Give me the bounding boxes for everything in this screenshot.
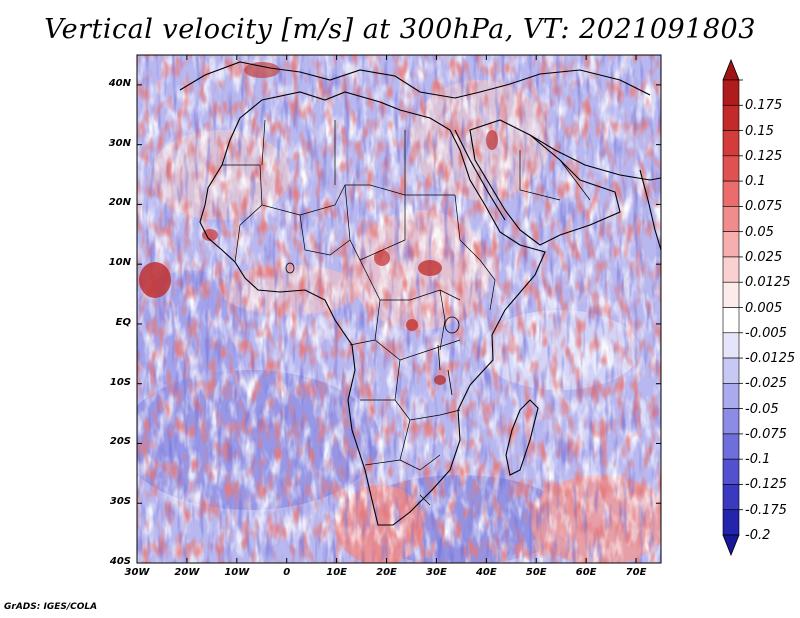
colorbar-swatch [722, 383, 740, 409]
colorbar-tick-label: -0.2 [745, 528, 771, 543]
colorbar-tick-label: -0.125 [745, 477, 787, 493]
colorbar-swatch [722, 180, 740, 207]
colorbar-swatch [722, 79, 740, 106]
plot-frame [136, 54, 662, 564]
lon-tick-label: 70E [625, 567, 647, 578]
colorbar-tick-label: 0.175 [745, 98, 783, 114]
india-coastline [639, 169, 661, 251]
colorbar-swatch [722, 357, 740, 384]
colorbar-swatch [722, 155, 740, 182]
lat-tick-label: 30S [109, 496, 131, 508]
velocity-field [137, 55, 661, 563]
lat-tick-label: 40S [109, 556, 131, 567]
lat-tick-label: EQ [115, 316, 131, 328]
lat-tick-label: 20N [108, 197, 131, 209]
colorbar-swatch [722, 256, 740, 283]
colorbar-tick-label: 0.05 [745, 224, 774, 240]
lakes [285, 262, 460, 396]
lat-tick-label: 30N [108, 137, 131, 149]
lon-tick-label: 30W [124, 567, 150, 578]
colorbar-swatch [722, 484, 740, 511]
country-borders [222, 119, 591, 506]
colorbar-swatch [722, 509, 740, 536]
colorbar-swatch [722, 408, 740, 435]
asia-coastline [529, 134, 661, 181]
lon-tick-label: 60E [575, 567, 597, 578]
lon-tick-label: 10W [224, 567, 250, 578]
axis-ticks [136, 55, 661, 564]
colorbar-tick-label: 0.1 [745, 174, 766, 190]
colorbar-tick-label: 0.0125 [745, 275, 791, 291]
colorbar-swatch [722, 332, 740, 359]
lon-tick-label: 50E [525, 567, 547, 578]
colorbar-swatch [722, 433, 740, 460]
europe-coastline [179, 61, 651, 99]
map-title: Vertical velocity [m/s] at 300hPa, VT: 2… [44, 14, 756, 45]
lat-tick-label: 40N [108, 77, 131, 89]
colorbar-tick-label: 0.025 [745, 249, 783, 265]
colorbar-tick-label: -0.005 [745, 325, 787, 341]
colorbar-swatch [722, 206, 740, 232]
colorbar-tick-label: -0.05 [745, 401, 779, 417]
grads-credit: GrADS: IGES/COLA [4, 602, 98, 612]
lon-tick-label: 30E [426, 567, 447, 578]
lat-tick-label: 10S [109, 376, 131, 388]
madagascar-coastline [505, 399, 539, 476]
colorbar-tick-label: -0.025 [745, 376, 787, 392]
colorbar-tick-label: 0.125 [745, 148, 783, 164]
arabia-coastline [469, 119, 621, 246]
colorbar-swatch [722, 458, 740, 485]
colorbar-swatch [722, 307, 740, 334]
lon-tick-label: 20W [174, 567, 200, 578]
colorbar-tick-label: -0.1 [745, 452, 771, 468]
lat-tick-label: 20S [109, 436, 131, 448]
colorbar-tick-label: -0.175 [745, 502, 787, 518]
lon-tick-label: 20E [376, 567, 397, 578]
colorbar-tick-label: 0.005 [745, 300, 783, 316]
colorbar-swatch [722, 104, 740, 131]
colorbar-tick-label: -0.075 [745, 426, 787, 442]
red-sea-coastline [454, 129, 506, 221]
coastlines [179, 61, 661, 526]
colorbar-tick-label: 0.075 [745, 199, 783, 215]
lon-tick-label: 0 [283, 567, 291, 578]
africa-coastline [199, 91, 546, 526]
lon-tick-label: 10E [326, 567, 347, 578]
lat-tick-label: 10N [108, 257, 131, 269]
colorbar-swatch [722, 281, 740, 308]
colorbar-swatch [722, 130, 740, 157]
colorbar-tick-label: 0.15 [745, 123, 774, 139]
colorbar [722, 58, 743, 557]
lon-tick-label: 40E [475, 567, 497, 578]
colorbar-top-arrow [722, 58, 740, 81]
colorbar-tick-label: -0.0125 [745, 351, 796, 367]
colorbar-swatch [722, 231, 740, 258]
colorbar-bottom-arrow [722, 534, 740, 557]
